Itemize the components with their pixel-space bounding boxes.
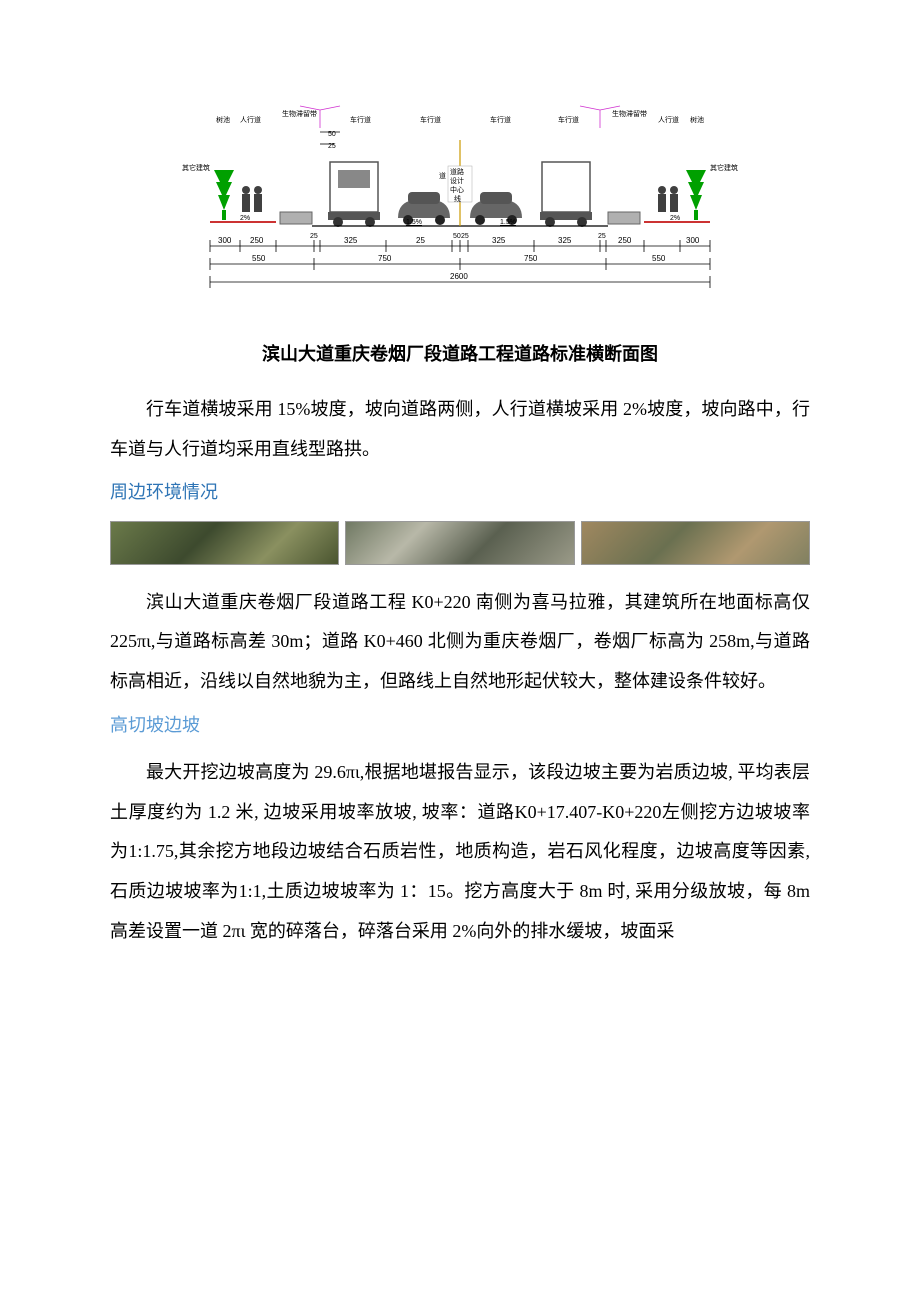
svg-text:325: 325 [344, 236, 358, 245]
lbl-top: 车行道 [350, 115, 371, 124]
dim-total: 2600 [210, 272, 710, 288]
pedestrian-icon [242, 186, 262, 212]
aerial-image [581, 521, 810, 565]
heading-slope: 高切坡边坡 [110, 706, 810, 746]
aerial-image [345, 521, 574, 565]
lbl-top: 车行道 [420, 115, 441, 124]
paragraph-1: 行车道横坡采用 15%坡度，坡向道路两侧，人行道横坡采用 2%坡度，坡向路中，行… [110, 390, 810, 469]
aerial-image [110, 521, 339, 565]
svg-text:550: 550 [652, 254, 666, 263]
svg-text:750: 750 [524, 254, 538, 263]
dim-row-1: 300 250 25 325 25 50 25 325 325 25 250 3… [210, 233, 710, 252]
truck-icon [540, 162, 592, 227]
svg-text:250: 250 [618, 236, 632, 245]
lbl-top: 树池 [216, 115, 230, 124]
lbl-top: 生物滞留带 [612, 109, 647, 118]
svg-text:750: 750 [378, 254, 392, 263]
heading-environment: 周边环境情况 [110, 473, 810, 513]
planter [608, 212, 640, 224]
svg-text:25: 25 [461, 233, 469, 240]
svg-text:2600: 2600 [450, 272, 468, 281]
svg-text:25: 25 [416, 236, 425, 245]
figure-caption: 滨山大道重庆卷烟厂段道路工程道路标准横断面图 [110, 340, 810, 366]
paragraph-3: 最大开挖边坡高度为 29.6πι,根据地堪报告显示，该段边坡主要为岩质边坡, 平… [110, 753, 810, 951]
svg-text:300: 300 [686, 236, 700, 245]
planter [280, 212, 312, 224]
lbl-top: 人行道 [240, 115, 261, 124]
center-label: 道 [439, 171, 447, 180]
lbl-top: 车行道 [490, 115, 511, 124]
lbl-top: 生物滞留带 [282, 109, 317, 118]
svg-text:550: 550 [252, 254, 266, 263]
svg-text:325: 325 [558, 236, 572, 245]
svg-text:25: 25 [598, 233, 606, 240]
svg-text:250: 250 [250, 236, 264, 245]
dim-row-2: 550 750 750 550 [210, 254, 710, 270]
svg-text:325: 325 [492, 236, 506, 245]
slope-lbl: 2% [240, 215, 250, 222]
cross-section-diagram: 树池 人行道 生物滞留带 车行道 车行道 车行道 车行道 生物滞留带 人行道 树… [180, 100, 740, 320]
truck-icon [328, 162, 380, 227]
edge-left: 其它建筑 [182, 163, 210, 172]
svg-text:300: 300 [218, 236, 232, 245]
center-label-text: 道路 [450, 167, 464, 176]
edge-right: 其它建筑 [710, 163, 738, 172]
tree-icon [214, 170, 234, 220]
paragraph-2: 滨山大道重庆卷烟厂段道路工程 K0+220 南侧为喜马拉雅，其建筑所在地面标高仅… [110, 583, 810, 702]
lbl-top: 人行道 [658, 115, 679, 124]
svg-text:中心: 中心 [450, 185, 464, 194]
svg-text:线: 线 [454, 194, 461, 203]
svg-text:25: 25 [310, 233, 318, 240]
aerial-image-strip [110, 521, 810, 565]
svg-text:设计: 设计 [450, 176, 464, 185]
slope-lbl: 1.5% [500, 219, 516, 226]
pedestrian-icon [658, 186, 678, 212]
lbl-top: 车行道 [558, 115, 579, 124]
slope-lbl: 1.5% [406, 219, 422, 226]
slope-lbl: 2% [670, 215, 680, 222]
lbl-top: 树池 [690, 115, 704, 124]
tree-icon [686, 170, 706, 220]
svg-text:50: 50 [453, 233, 461, 240]
